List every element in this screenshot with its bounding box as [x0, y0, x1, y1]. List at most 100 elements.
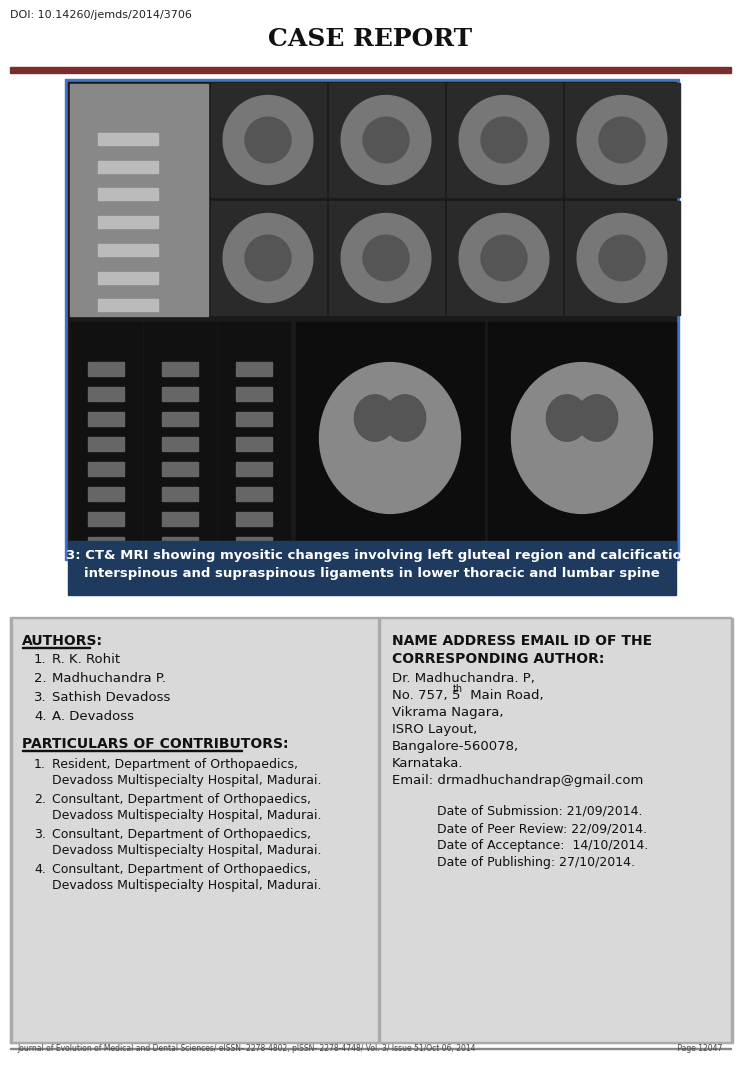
Ellipse shape — [599, 235, 645, 281]
Bar — [68, 541, 676, 595]
Text: Fig. 3: CT& MRI showing myositic changes involving left gluteal region and calci: Fig. 3: CT& MRI showing myositic changes… — [33, 548, 711, 562]
Bar — [10, 1048, 731, 1049]
Ellipse shape — [245, 117, 291, 163]
Text: 3.: 3. — [34, 691, 47, 704]
Ellipse shape — [223, 96, 313, 184]
Ellipse shape — [341, 96, 431, 184]
Text: Madhuchandra P.: Madhuchandra P. — [52, 672, 166, 685]
Text: Bangalore-560078,: Bangalore-560078, — [392, 740, 519, 753]
Text: Email: drmadhuchandrap@gmail.com: Email: drmadhuchandrap@gmail.com — [392, 774, 643, 787]
Ellipse shape — [341, 214, 431, 302]
Bar — [144, 322, 216, 554]
Text: A. Devadoss: A. Devadoss — [52, 710, 134, 723]
Bar — [68, 82, 676, 557]
Bar — [236, 362, 272, 376]
Bar — [98, 189, 158, 200]
Bar — [236, 462, 272, 476]
Ellipse shape — [599, 117, 645, 163]
Bar — [70, 322, 142, 554]
Bar — [162, 512, 198, 526]
Bar — [296, 322, 484, 554]
Bar — [10, 618, 731, 1043]
Bar — [329, 201, 444, 315]
Bar — [10, 1042, 731, 1043]
Bar — [88, 437, 124, 450]
Bar — [88, 487, 124, 501]
Text: 4.: 4. — [34, 863, 46, 876]
Text: Consultant, Department of Orthopaedics,: Consultant, Department of Orthopaedics, — [52, 793, 311, 806]
Text: CASE REPORT: CASE REPORT — [268, 27, 472, 51]
Bar — [236, 512, 272, 526]
Bar — [88, 412, 124, 426]
Text: Main Road,: Main Road, — [466, 689, 544, 702]
Bar — [236, 487, 272, 501]
Bar — [488, 322, 676, 554]
Text: Date of Acceptance:  14/10/2014.: Date of Acceptance: 14/10/2014. — [437, 839, 648, 852]
Bar — [98, 133, 158, 145]
Bar — [162, 412, 198, 426]
Ellipse shape — [577, 214, 667, 302]
Text: Date of Submission: 21/09/2014.: Date of Submission: 21/09/2014. — [437, 805, 642, 818]
Text: 2.: 2. — [34, 793, 46, 806]
Text: Consultant, Department of Orthopaedics,: Consultant, Department of Orthopaedics, — [52, 863, 311, 876]
Bar — [447, 201, 562, 315]
Ellipse shape — [511, 362, 653, 513]
Text: Resident, Department of Orthopaedics,: Resident, Department of Orthopaedics, — [52, 758, 298, 771]
Text: Consultant, Department of Orthopaedics,: Consultant, Department of Orthopaedics, — [52, 828, 311, 841]
Text: CORRESPONDING AUTHOR:: CORRESPONDING AUTHOR: — [392, 652, 605, 666]
Bar — [162, 487, 198, 501]
Bar — [98, 299, 158, 311]
Ellipse shape — [459, 96, 549, 184]
Bar — [378, 618, 379, 1043]
Text: Devadoss Multispecialty Hospital, Madurai.: Devadoss Multispecialty Hospital, Madura… — [52, 879, 322, 892]
Bar — [162, 437, 198, 450]
Text: No. 757, 5: No. 757, 5 — [392, 689, 460, 702]
Text: NAME ADDRESS EMAIL ID OF THE: NAME ADDRESS EMAIL ID OF THE — [392, 634, 652, 648]
Bar — [218, 322, 290, 554]
Bar — [22, 646, 90, 648]
Text: Karnataka.: Karnataka. — [392, 757, 464, 770]
Text: 2.: 2. — [34, 672, 47, 685]
Text: Journal of Evolution of Medical and Dental Sciences/ eISSN- 2278-4802, pISSN- 22: Journal of Evolution of Medical and Dent… — [17, 1044, 722, 1053]
Bar — [236, 412, 272, 426]
Bar — [98, 244, 158, 256]
Bar — [565, 83, 680, 197]
Text: 1.: 1. — [34, 653, 47, 666]
Bar — [236, 437, 272, 450]
Bar — [88, 537, 124, 551]
Bar — [98, 216, 158, 228]
Text: Date of Publishing: 27/10/2014.: Date of Publishing: 27/10/2014. — [437, 856, 635, 869]
Bar — [236, 387, 272, 402]
Bar — [162, 387, 198, 402]
Text: R. K. Rohit: R. K. Rohit — [52, 653, 120, 666]
Ellipse shape — [577, 96, 667, 184]
Bar — [565, 201, 680, 315]
Ellipse shape — [363, 235, 409, 281]
Bar — [88, 387, 124, 402]
Text: th: th — [453, 684, 463, 694]
Bar — [65, 79, 679, 560]
Text: PARTICULARS OF CONTRIBUTORS:: PARTICULARS OF CONTRIBUTORS: — [22, 737, 288, 751]
Ellipse shape — [481, 117, 527, 163]
Ellipse shape — [385, 395, 425, 441]
Text: interspinous and supraspinous ligaments in lower thoracic and lumbar spine: interspinous and supraspinous ligaments … — [84, 567, 660, 580]
Bar — [162, 362, 198, 376]
Ellipse shape — [459, 214, 549, 302]
Bar — [236, 537, 272, 551]
Ellipse shape — [354, 395, 396, 441]
Text: 3.: 3. — [34, 828, 46, 841]
Bar — [162, 462, 198, 476]
Bar — [88, 462, 124, 476]
Text: Vikrama Nagara,: Vikrama Nagara, — [392, 706, 503, 719]
Bar — [211, 201, 326, 315]
Bar — [447, 83, 562, 197]
Text: DOI: 10.14260/jemds/2014/3706: DOI: 10.14260/jemds/2014/3706 — [10, 10, 192, 20]
Ellipse shape — [363, 117, 409, 163]
Bar — [10, 618, 12, 1043]
Bar — [329, 83, 444, 197]
Ellipse shape — [319, 362, 460, 513]
Bar — [731, 618, 733, 1043]
Bar — [211, 83, 326, 197]
Ellipse shape — [245, 235, 291, 281]
Ellipse shape — [223, 214, 313, 302]
